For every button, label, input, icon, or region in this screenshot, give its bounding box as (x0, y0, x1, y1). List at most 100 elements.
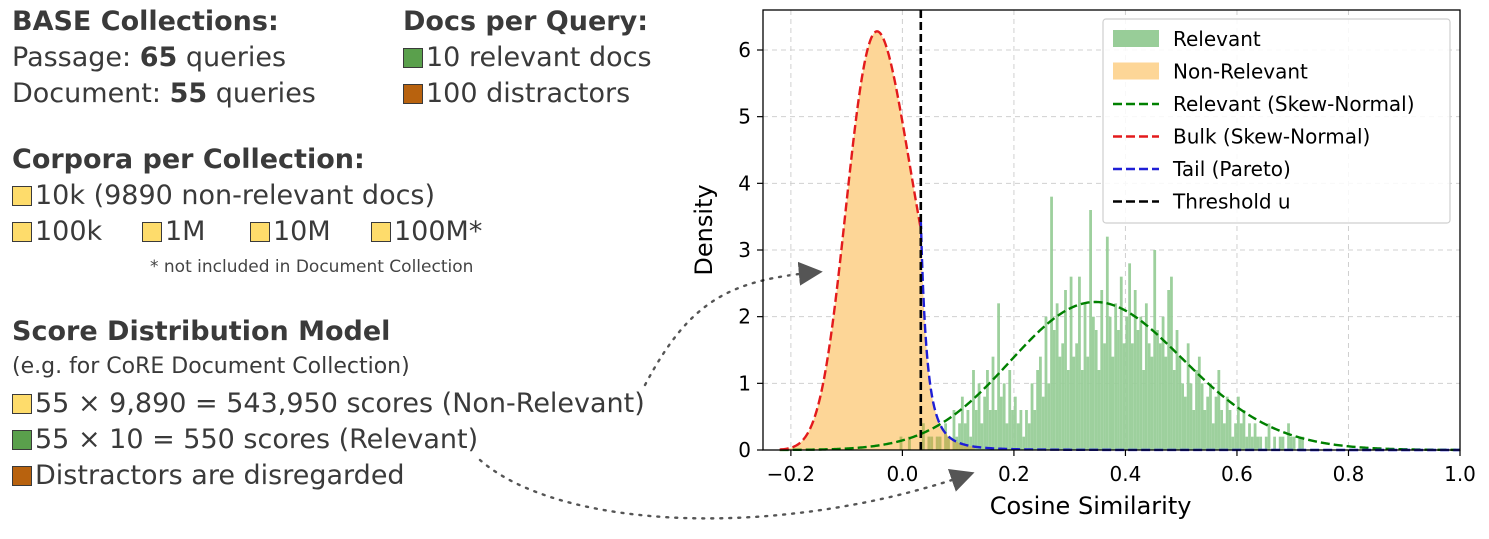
relevant-bar (1013, 396, 1017, 450)
legend-box (1102, 18, 1451, 224)
relevant-bar (1197, 356, 1201, 450)
document-count: 55 (169, 78, 208, 109)
relevant-bar (983, 396, 987, 450)
relevant-bar (1147, 343, 1151, 450)
relevant-bar (1178, 356, 1182, 450)
passage-label: Passage: (12, 42, 140, 73)
relevant-bar (1239, 423, 1243, 450)
overlap-bar (930, 436, 934, 450)
relevant-bar (1133, 290, 1137, 450)
relevant-bar (1214, 396, 1218, 450)
relevant-bar (1242, 410, 1246, 450)
relevant-bar (1139, 316, 1143, 450)
relevant-bar (999, 396, 1003, 450)
relevant-bar (1256, 436, 1260, 450)
nonrelevant-area (763, 31, 1042, 451)
relevant-bar (1287, 423, 1290, 450)
relevant-bar (1245, 436, 1249, 450)
plot-frame (762, 9, 1461, 451)
relevant-bar (1250, 436, 1254, 450)
nonrelevant-scores-line: 55 × 9,890 = 543,950 scores (Non-Relevan… (12, 388, 645, 420)
x-tick-label: 0.0 (886, 462, 918, 486)
relevant-bar (1195, 370, 1198, 450)
relevant-bar (1055, 303, 1059, 450)
y-tick-label: 0 (738, 438, 751, 462)
relevant-bar (1156, 330, 1159, 450)
document-unit: queries (207, 78, 316, 109)
document-label: Document: (12, 78, 170, 109)
relevant-bar (1267, 423, 1271, 450)
overlap-bar (907, 436, 911, 450)
relevant-bar (1058, 356, 1062, 450)
y-tick-label: 6 (738, 38, 751, 62)
overlap-bar (921, 423, 925, 450)
corpus-1m: 1M (142, 216, 205, 248)
relevant-bar (1158, 343, 1162, 450)
relevant-bar (1264, 436, 1268, 450)
yellow-swatch (250, 222, 270, 242)
relevant-bar (1161, 316, 1165, 450)
relevant-bar (1022, 436, 1026, 450)
yellow-swatch (371, 222, 391, 242)
distractors-text: 100 distractors (426, 78, 631, 109)
relevant-bar (988, 410, 992, 450)
relevant-bar (1041, 396, 1045, 450)
score-model-heading: Score Distribution Model (12, 316, 391, 347)
relevant-bar (1080, 370, 1084, 450)
relevant-bar (1052, 330, 1056, 450)
relevant-bar (1091, 316, 1095, 450)
yellow-swatch (12, 222, 32, 242)
relevant-bar (1066, 370, 1070, 450)
relevant-bar (1217, 370, 1221, 450)
relevant-bar (1170, 276, 1173, 450)
corpus-10k: 10k (9890 non-relevant docs) (12, 180, 435, 212)
relevant-bar (997, 303, 1000, 450)
green-swatch (403, 48, 423, 68)
x-axis-label: Cosine Similarity (990, 492, 1192, 520)
y-tick-label: 1 (738, 371, 751, 395)
chart-axes: −0.2 0.0 0.2 0.4 0.6 0.8 1.0 0 1 2 3 4 5 6 Cosine Simi… (690, 9, 1476, 520)
relevant-bar (1192, 410, 1196, 450)
relevant-bar (1117, 330, 1120, 450)
relevant-bar (1078, 276, 1081, 450)
relevant-bar (1114, 303, 1118, 450)
distractors-disregarded-text: Distractors are disregarded (35, 460, 405, 491)
relevant-fit-curve (779, 300, 1460, 452)
relevant-bar (1131, 343, 1134, 450)
corpus-1m-text: 1M (165, 216, 206, 247)
relevant-bar (1005, 423, 1009, 450)
distractors-disregarded-line: Distractors are disregarded (12, 460, 405, 492)
relevant-bar (1183, 396, 1187, 450)
relevant-scores-text: 55 × 10 = 550 scores (Relevant) (35, 424, 479, 455)
relevant-bar (1273, 436, 1276, 450)
relevant-bar (1105, 236, 1109, 450)
relevant-bar (1150, 356, 1154, 450)
relevant-bar (1050, 196, 1053, 450)
corpora-heading: Corpora per Collection: (12, 144, 365, 175)
overlap-bar (944, 433, 948, 450)
relevant-bar (1164, 356, 1168, 450)
relevant-bar (1125, 316, 1129, 450)
relevant-bar (1175, 330, 1179, 450)
relevant-bar (1209, 383, 1212, 450)
legend-label: Tail (Pareto) (1172, 157, 1291, 181)
legend-label: Non-Relevant (1173, 60, 1308, 84)
arrow-relevant-to-hist (478, 458, 975, 520)
relevant-bar (1025, 410, 1028, 450)
y-tick-label: 5 (738, 105, 751, 129)
nonrelevant-scores-text: 55 × 9,890 = 543,950 scores (Non-Relevan… (35, 388, 645, 419)
relevant-bar (1236, 396, 1240, 450)
relevant-bar (1253, 423, 1257, 450)
overlap-bar (938, 436, 942, 450)
orange-swatch (403, 84, 423, 104)
relevant-bar (1083, 303, 1087, 450)
distractors-line: 100 distractors (403, 78, 630, 110)
corpus-100k-text: 100k (35, 216, 103, 247)
relevant-bar (1211, 423, 1215, 450)
relevant-bar (1186, 343, 1190, 450)
relevant-bar (1292, 436, 1296, 450)
relevant-bar (1231, 436, 1235, 450)
relevant-bar (1064, 290, 1067, 450)
corpus-10m-text: 10M (273, 216, 331, 247)
relevant-bar (1181, 383, 1184, 450)
